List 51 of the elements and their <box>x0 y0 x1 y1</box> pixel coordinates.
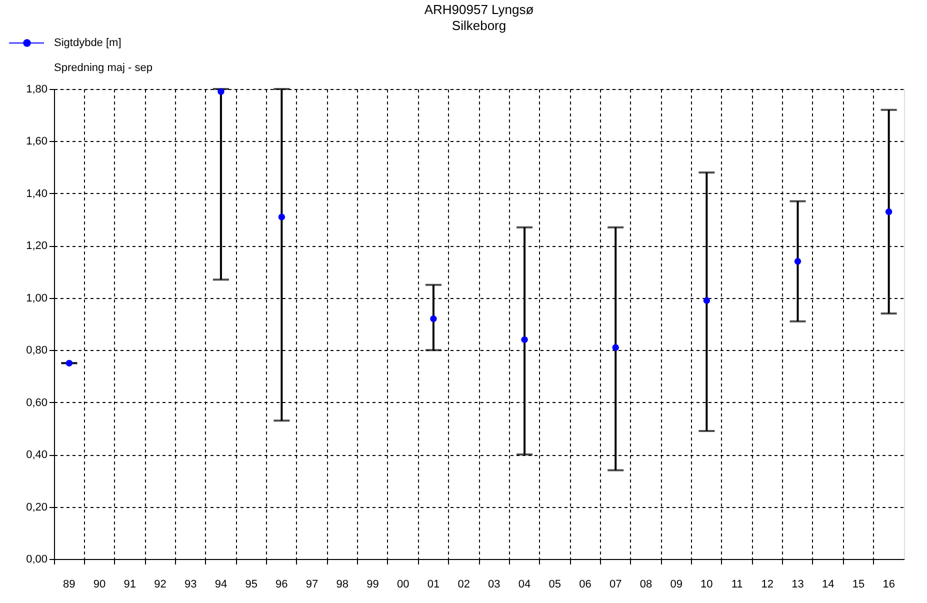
x-tick-label: 94 <box>214 578 228 590</box>
x-tick-label: 16 <box>882 578 895 590</box>
x-tick-label: 08 <box>640 578 652 590</box>
x-tick-label: 00 <box>396 578 410 590</box>
x-tick-label: 10 <box>700 578 713 590</box>
x-tick-label: 90 <box>93 578 106 590</box>
point <box>612 344 619 351</box>
x-tick-label: 13 <box>792 578 804 590</box>
x-tick-label: 04 <box>518 578 531 590</box>
x-tick-label: 14 <box>822 578 834 590</box>
x-tick-label: 97 <box>306 578 318 590</box>
point <box>794 258 802 265</box>
x-tick-label: 05 <box>548 578 562 590</box>
x-tick-label: 01 <box>427 578 440 590</box>
point <box>278 214 286 220</box>
text: Spredning maj - sep <box>54 62 152 74</box>
x-tick-label: 91 <box>124 578 136 590</box>
y-tick-label: 1,40 <box>26 188 48 200</box>
y-tick-label: 1,80 <box>26 84 48 96</box>
x-tick-label: 02 <box>458 578 470 590</box>
chart-subtitle: Silkeborg <box>452 18 506 33</box>
x-tick-label: 15 <box>852 578 865 590</box>
point <box>521 336 528 344</box>
chart-title: ARH90957 Lyngsø <box>424 2 534 17</box>
x-tick-label: 06 <box>579 578 592 590</box>
y-tick-label: 0,20 <box>26 501 48 514</box>
y-tick-label: 1,60 <box>26 136 48 148</box>
y-tick-label: 0,60 <box>26 396 48 409</box>
x-tick-label: 93 <box>184 578 197 590</box>
x-tick-label: 95 <box>245 578 258 590</box>
legend-label: Sigtdybde [m] <box>54 37 122 49</box>
y-tick-label: 1,00 <box>26 292 48 304</box>
point <box>66 360 73 367</box>
point <box>885 208 892 216</box>
y-tick-label: 0,40 <box>26 449 48 462</box>
x-tick-label: 98 <box>336 578 349 590</box>
x-tick-label: 11 <box>731 578 743 590</box>
point <box>703 297 710 304</box>
x-tick-label: 89 <box>63 578 76 590</box>
x-tick-label: 03 <box>488 578 500 590</box>
x-tick-label: 96 <box>276 578 288 590</box>
y-tick-label: 0,00 <box>26 554 48 566</box>
x-tick-label: 09 <box>670 578 682 590</box>
point <box>218 88 224 95</box>
x-tick-label: 99 <box>366 578 379 590</box>
x-tick-label: 92 <box>154 578 166 590</box>
x-tick-label: 12 <box>761 578 774 590</box>
x-tick-label: 07 <box>609 578 622 590</box>
point <box>430 315 437 322</box>
y-tick-label: 0,80 <box>26 344 48 357</box>
y-tick-label: 1,20 <box>26 240 48 252</box>
